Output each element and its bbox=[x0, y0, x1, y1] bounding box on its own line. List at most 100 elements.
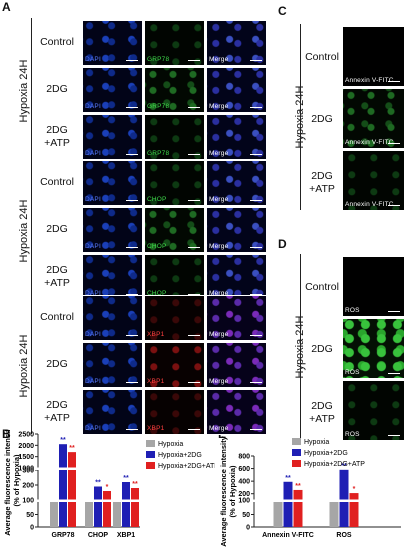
legend-swatch bbox=[292, 460, 301, 467]
channel-label: Annexin V-FITC bbox=[345, 77, 394, 84]
scale-bar bbox=[126, 106, 138, 108]
scale-bar bbox=[126, 246, 138, 248]
micrograph-tile: Annexin V-FITC bbox=[342, 150, 405, 211]
y-tick-label: 50 bbox=[26, 512, 34, 519]
scale-bar bbox=[250, 334, 262, 336]
micrograph-tile: DAPI bbox=[82, 207, 143, 253]
axis-break bbox=[250, 499, 403, 502]
legend-label: Hypoxia+2DG bbox=[158, 452, 202, 459]
chart-e-apoptosis-ros: Average fluorescence intensity (% of Hypo… bbox=[219, 435, 403, 547]
micrograph-tile: XBP1 bbox=[144, 342, 205, 388]
channel-label: Merge bbox=[209, 56, 229, 63]
scale-bar bbox=[388, 142, 400, 144]
channel-label: DAPI bbox=[85, 243, 101, 250]
scale-bar bbox=[126, 334, 138, 336]
bar bbox=[50, 500, 58, 527]
micrograph-tile: CHOP bbox=[144, 207, 205, 253]
group-label: Hypoxia 24H bbox=[18, 199, 30, 263]
scale-bar bbox=[250, 381, 262, 383]
significance-mark: ** bbox=[341, 463, 347, 470]
y-axis-label: Average fluorescence intensity bbox=[3, 430, 12, 536]
scale-bar bbox=[126, 199, 138, 201]
micrograph-tile: GRP78 bbox=[144, 20, 205, 66]
micrograph-tile: Merge bbox=[206, 67, 267, 113]
micrograph-tile: DAPI bbox=[82, 254, 143, 300]
bar bbox=[273, 500, 283, 527]
y-tick-label: 100 bbox=[238, 498, 250, 505]
y-tick-label: 400 bbox=[238, 479, 250, 486]
legend-swatch bbox=[292, 438, 301, 445]
y-tick-label: 2500 bbox=[18, 432, 34, 439]
channel-label: DAPI bbox=[85, 290, 101, 297]
channel-label: DAPI bbox=[85, 331, 101, 338]
channel-label: CHOP bbox=[147, 196, 167, 203]
micrograph-tile: Annexin V-FITC bbox=[342, 88, 405, 149]
micrograph-tile: ROS bbox=[342, 318, 405, 379]
scale-bar bbox=[250, 153, 262, 155]
channel-label: ROS bbox=[345, 369, 360, 376]
micrograph-tile: ROS bbox=[342, 380, 405, 441]
legend-swatch bbox=[146, 451, 155, 458]
significance-mark: ** bbox=[69, 445, 75, 452]
channel-label: Annexin V-FITC bbox=[345, 139, 394, 146]
x-tick-label: CHOP bbox=[88, 532, 109, 539]
channel-label: Merge bbox=[209, 425, 229, 432]
axis-break bbox=[34, 499, 142, 502]
bar bbox=[94, 486, 102, 527]
scale-bar bbox=[250, 106, 262, 108]
x-tick-label: Annexin V-FITC bbox=[262, 532, 314, 539]
condition-label: 2DG bbox=[311, 113, 333, 125]
x-tick-label: XBP1 bbox=[117, 532, 135, 539]
channel-label: XBP1 bbox=[147, 378, 165, 385]
y-axis-label: Average fluorescence intensity bbox=[219, 435, 228, 546]
micrograph-tile: DAPI bbox=[82, 160, 143, 206]
group-bracket bbox=[31, 18, 32, 159]
scale-bar bbox=[188, 428, 200, 430]
channel-label: Annexin V-FITC bbox=[345, 201, 394, 208]
scale-bar bbox=[188, 153, 200, 155]
channel-label: Merge bbox=[209, 331, 229, 338]
micrograph-tile: Merge bbox=[206, 342, 267, 388]
scale-bar bbox=[388, 80, 400, 82]
condition-label: Control bbox=[305, 281, 339, 293]
condition-label: 2DG bbox=[46, 223, 68, 235]
bar bbox=[283, 481, 293, 527]
legend-label: Hypoxia+2DG bbox=[304, 450, 348, 457]
x-tick-label: ROS bbox=[336, 532, 352, 539]
micrograph-tile: Merge bbox=[206, 160, 267, 206]
scale-bar bbox=[188, 106, 200, 108]
micrograph-tile: DAPI bbox=[82, 295, 143, 341]
y-tick-label: 200 bbox=[238, 491, 250, 498]
channel-label: GRP78 bbox=[147, 150, 170, 157]
y-tick-label: 0 bbox=[246, 525, 250, 532]
condition-label: 2DG +ATP bbox=[44, 124, 70, 149]
x-tick-label: GRP78 bbox=[52, 532, 75, 539]
scale-bar bbox=[126, 59, 138, 61]
group-bracket bbox=[31, 293, 32, 434]
condition-label: 2DG +ATP bbox=[309, 400, 335, 425]
micrograph-tile: DAPI bbox=[82, 20, 143, 66]
condition-label: Control bbox=[40, 176, 74, 188]
condition-label: 2DG +ATP bbox=[309, 170, 335, 195]
legend-label: Hypoxia bbox=[304, 439, 329, 446]
channel-label: Merge bbox=[209, 378, 229, 385]
scale-bar bbox=[388, 434, 400, 436]
y-axis-label: (% of Hypoxia) bbox=[228, 465, 237, 518]
micrograph-tile: Annexin V-FITC bbox=[342, 26, 405, 87]
scale-bar bbox=[188, 199, 200, 201]
y-tick-label: 1500 bbox=[18, 454, 34, 461]
panel-label-c: C bbox=[278, 4, 287, 18]
y-tick-label: 0 bbox=[30, 525, 34, 532]
legend-label: Hypoxia bbox=[158, 441, 183, 448]
condition-label: 2DG +ATP bbox=[44, 399, 70, 424]
micrograph-tile: DAPI bbox=[82, 114, 143, 160]
micrograph-tile: DAPI bbox=[82, 342, 143, 388]
channel-label: DAPI bbox=[85, 196, 101, 203]
y-tick-label: 50 bbox=[242, 512, 250, 519]
micrograph-tile: XBP1 bbox=[144, 389, 205, 435]
bar bbox=[68, 452, 76, 527]
micrograph-tile: CHOP bbox=[144, 160, 205, 206]
scale-bar bbox=[188, 381, 200, 383]
channel-label: CHOP bbox=[147, 243, 167, 250]
scale-bar bbox=[250, 59, 262, 61]
